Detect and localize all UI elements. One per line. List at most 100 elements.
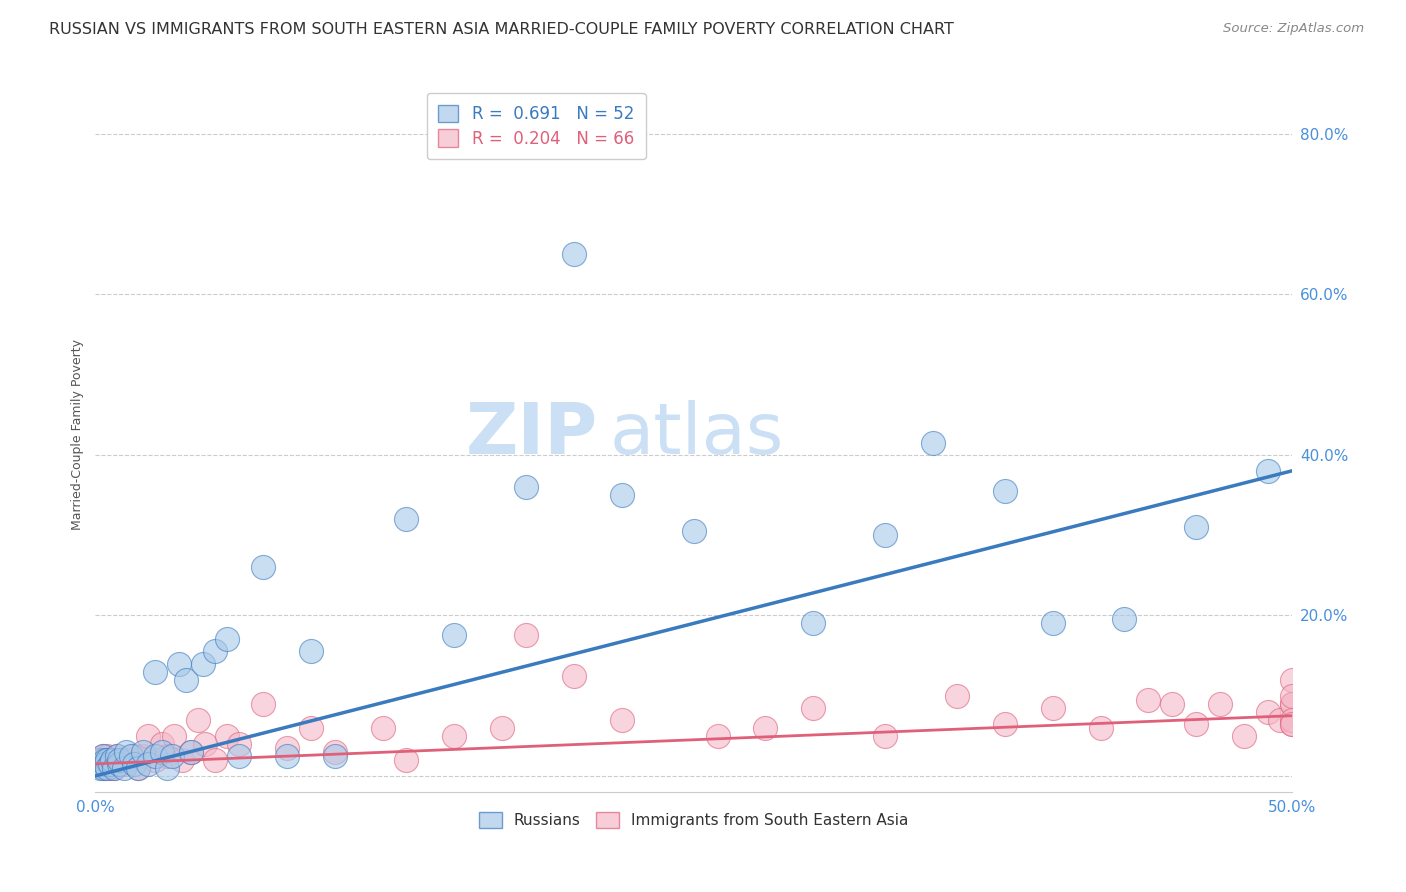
Point (610, 488, 633, 502)
Point (1268, 713, 1291, 727)
Point (323, 745, 346, 759)
Point (96, 748, 118, 763)
Point (163, 729, 186, 743)
Point (276, 740, 298, 755)
Point (180, 745, 202, 759)
Point (103, 761, 125, 775)
Point (160, 748, 183, 763)
Point (127, 761, 149, 775)
Point (491, 721, 513, 735)
Point (204, 644, 226, 658)
Point (215, 729, 238, 743)
Point (108, 753, 131, 767)
Point (91, 761, 114, 775)
Point (1185, 520, 1208, 534)
Point (94, 761, 117, 775)
Text: RUSSIAN VS IMMIGRANTS FROM SOUTH EASTERN ASIA MARRIED-COUPLE FAMILY POVERTY CORR: RUSSIAN VS IMMIGRANTS FROM SOUTH EASTERN… (49, 22, 955, 37)
Point (204, 753, 226, 767)
Point (276, 748, 298, 763)
Point (156, 748, 179, 763)
Point (443, 628, 465, 642)
Point (91, 748, 114, 763)
Point (132, 748, 155, 763)
Point (156, 761, 179, 775)
Point (299, 721, 322, 735)
Point (108, 756, 131, 771)
Point (443, 729, 465, 743)
Point (194, 737, 217, 751)
Point (180, 745, 202, 759)
Point (91, 748, 114, 763)
Point (994, 483, 1017, 498)
Point (89, 761, 111, 775)
Point (108, 756, 131, 771)
Point (150, 737, 173, 751)
Point (228, 737, 250, 751)
Point (252, 560, 274, 574)
Point (103, 761, 125, 775)
Point (122, 756, 145, 771)
Point (98, 753, 121, 767)
Point (127, 761, 149, 775)
Legend: Russians, Immigrants from South Eastern Asia: Russians, Immigrants from South Eastern … (472, 806, 915, 834)
Point (89, 753, 111, 767)
Point (1281, 689, 1303, 703)
Point (323, 748, 346, 763)
Point (1281, 697, 1303, 711)
Point (136, 756, 159, 771)
Point (515, 480, 537, 494)
Point (1281, 673, 1303, 687)
Point (1281, 716, 1303, 731)
Point (1281, 713, 1303, 727)
Point (299, 644, 322, 658)
Point (395, 512, 418, 526)
Point (96, 753, 118, 767)
Point (1114, 612, 1136, 626)
Point (96, 761, 118, 775)
Point (122, 748, 145, 763)
Point (562, 668, 585, 682)
Text: Source: ZipAtlas.com: Source: ZipAtlas.com (1223, 22, 1364, 36)
Point (801, 700, 824, 714)
Point (87, 756, 110, 771)
Point (1042, 616, 1064, 631)
Point (1233, 729, 1256, 743)
Point (515, 628, 537, 642)
Point (1281, 697, 1303, 711)
Point (170, 753, 193, 767)
Point (191, 657, 214, 671)
Point (1161, 697, 1184, 711)
Point (112, 761, 135, 775)
Point (395, 753, 418, 767)
Point (143, 748, 166, 763)
Point (228, 748, 250, 763)
Point (1185, 716, 1208, 731)
Point (215, 632, 238, 647)
Point (1042, 700, 1064, 714)
Point (105, 748, 128, 763)
Point (105, 748, 128, 763)
Point (682, 524, 704, 538)
Point (801, 616, 824, 631)
Point (371, 721, 394, 735)
Point (167, 657, 190, 671)
Point (1209, 697, 1232, 711)
Point (98, 756, 121, 771)
Point (112, 756, 135, 771)
Text: atlas: atlas (610, 401, 785, 469)
Point (101, 756, 124, 771)
Point (150, 745, 173, 759)
Point (94, 753, 117, 767)
Point (132, 745, 155, 759)
Point (94, 756, 117, 771)
Point (994, 716, 1017, 731)
Point (115, 745, 138, 759)
Point (1281, 716, 1303, 731)
Point (120, 748, 142, 763)
Point (875, 729, 897, 743)
Point (922, 435, 945, 450)
Point (187, 713, 209, 727)
Point (136, 729, 159, 743)
Point (706, 729, 728, 743)
Point (89, 753, 111, 767)
